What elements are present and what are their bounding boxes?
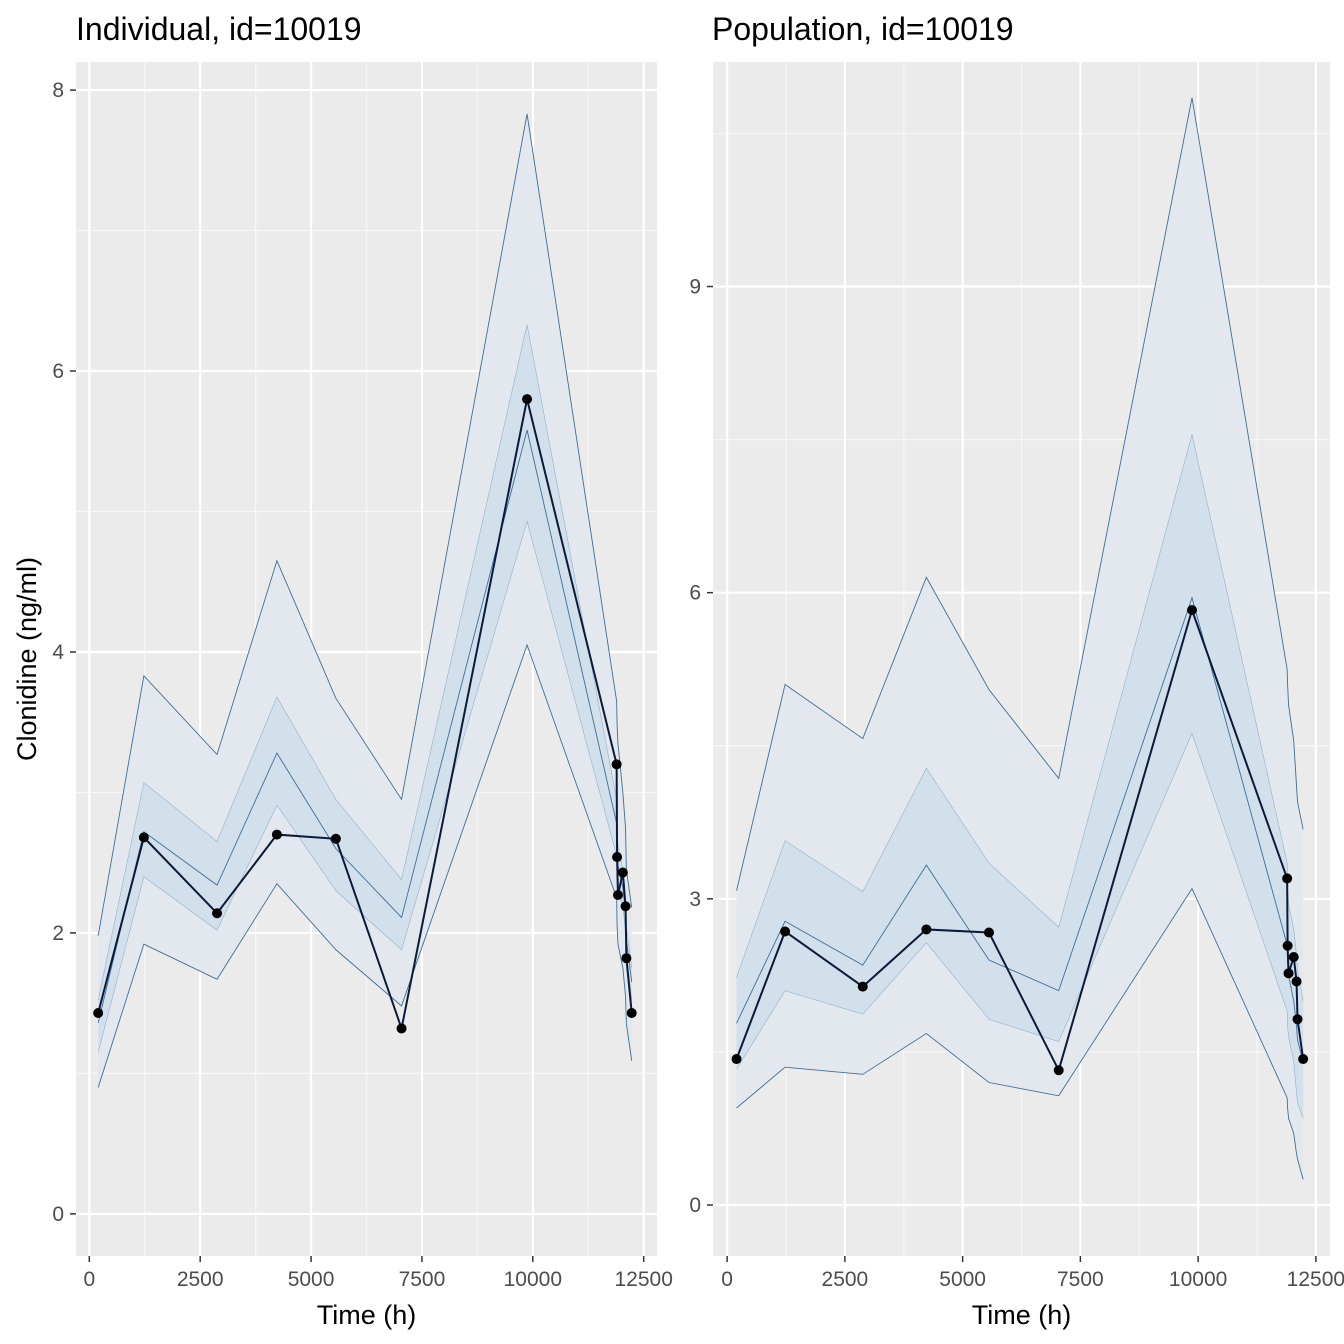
- x-tick-label: 7500: [1057, 1268, 1104, 1291]
- panel-title: Individual, id=10019: [76, 11, 362, 47]
- observed-point: [617, 867, 628, 878]
- x-tick-label: 7500: [399, 1268, 446, 1291]
- observed-point: [857, 981, 868, 992]
- outer-band-upper-line: [97, 113, 633, 936]
- y-tick-label: 8: [52, 79, 64, 102]
- observed-point: [396, 1023, 407, 1034]
- inner-prediction-band: [98, 324, 632, 1053]
- panel-title: Population, id=10019: [712, 11, 1014, 47]
- observed-point: [212, 908, 223, 919]
- y-tick-label: 6: [52, 360, 64, 383]
- x-tick-label: 2500: [822, 1268, 869, 1291]
- panel-individual: 0 2500 5000 7500 10000 12500 0 2 4 6 8 Individual, …: [12, 11, 673, 1330]
- observed-point: [620, 901, 631, 912]
- y-tick-label: 9: [689, 276, 701, 299]
- inner-prediction-band: [736, 434, 1304, 1119]
- observed-point: [1053, 1065, 1064, 1076]
- y-tick-label: 3: [689, 888, 701, 911]
- y-tick-label: 0: [52, 1203, 64, 1226]
- inner-band-lower-line: [736, 732, 1304, 1119]
- observed-point: [522, 394, 533, 405]
- y-tick-label: 2: [52, 922, 64, 945]
- x-tick-label: 5000: [939, 1268, 986, 1291]
- x-tick-label: 10000: [1169, 1268, 1227, 1291]
- x-tick-label: 0: [83, 1268, 95, 1291]
- observed-point: [271, 829, 282, 840]
- x-axis-title: Time (h): [317, 1300, 417, 1330]
- outer-band-lower-line: [736, 887, 1304, 1180]
- observed-point: [626, 1007, 637, 1018]
- observed-point: [612, 852, 623, 863]
- x-tick-label: 12500: [614, 1268, 672, 1291]
- y-tick-label: 0: [689, 1194, 701, 1217]
- observed-point: [611, 759, 622, 770]
- observed-point: [1282, 873, 1293, 884]
- observed-point: [921, 924, 932, 935]
- x-axis-title: Time (h): [972, 1300, 1072, 1330]
- inner-band-upper-line: [736, 434, 1304, 1001]
- y-axis-title: Clonidine (ng/ml): [12, 557, 42, 761]
- observed-point: [1292, 1014, 1303, 1025]
- x-tick-label: 12500: [1287, 1268, 1344, 1291]
- observed-point: [621, 953, 632, 964]
- observed-point: [612, 889, 623, 900]
- observed-point: [1187, 605, 1197, 616]
- y-tick-label: 4: [52, 641, 64, 664]
- observed-point: [1282, 940, 1293, 951]
- observed-point: [1283, 968, 1294, 979]
- observed-point: [330, 833, 341, 844]
- observed-point: [1288, 951, 1299, 962]
- observed-series-line: [97, 398, 633, 1033]
- observed-point: [93, 1007, 104, 1018]
- observed-point: [138, 832, 149, 843]
- y-tick-label: 6: [689, 582, 701, 605]
- x-tick-label: 5000: [288, 1268, 335, 1291]
- outer-band-lower-line: [97, 643, 633, 1088]
- panel-population: 0 2500 5000 7500 10000 12500 0 3 6 9 Population, i…: [689, 11, 1344, 1330]
- observed-point: [731, 1054, 742, 1065]
- outer-band-upper-line: [736, 97, 1304, 891]
- observed-point: [780, 926, 791, 937]
- observed-point: [1291, 976, 1302, 987]
- x-tick-label: 10000: [504, 1268, 562, 1291]
- x-tick-label: 0: [721, 1268, 733, 1291]
- observed-point: [1298, 1054, 1309, 1065]
- x-tick-label: 2500: [177, 1268, 224, 1291]
- observed-point: [984, 927, 994, 938]
